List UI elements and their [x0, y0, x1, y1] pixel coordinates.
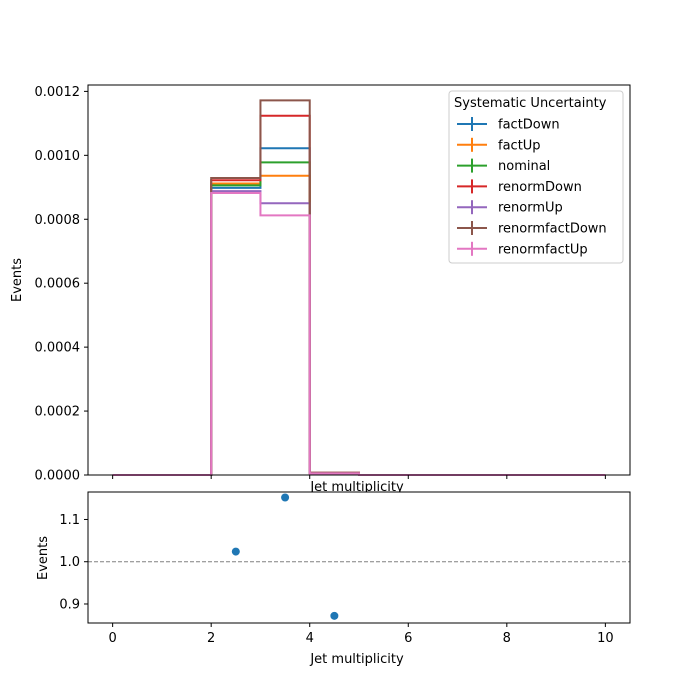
top-panel: 0.0000 0.0002 0.0004 0.0006 0.0008 0.0010 0.00… [10, 84, 631, 495]
legend-entry-factDown: factDown [457, 117, 560, 133]
ratio-point [330, 611, 339, 620]
bottom-y-tick-label: 1.1 [59, 513, 80, 528]
legend-entry-factUp: factUp [457, 137, 541, 153]
top-y-tick-label: 0.0004 [35, 341, 81, 356]
legend-box [448, 90, 624, 264]
legend-entry-renormDown: renormDown [457, 179, 582, 195]
bottom-x-tick-label: 8 [503, 631, 511, 646]
ratio-point [231, 547, 240, 556]
bottom-x-tick-label: 0 [108, 631, 116, 646]
legend-label: factDown [498, 118, 560, 133]
bottom-plot-frame [88, 492, 630, 623]
bottom-panel: 0.9 1.0 1.1 0 2 4 6 8 10 Jet multiplicity Events [36, 491, 631, 667]
bottom-x-tick-label: 10 [597, 631, 614, 646]
legend-entry-nominal: nominal [457, 158, 550, 174]
top-x-axis-label: Jet multiplicity [309, 480, 404, 495]
legend-label: renormfactUp [498, 242, 588, 257]
top-y-tick-label: 0.0006 [35, 277, 81, 292]
legend: Systematic Uncertainty factDown factUp nom… [448, 90, 624, 264]
legend-label: nominal [498, 159, 550, 174]
top-plot-border [87, 84, 631, 476]
top-y-tick-label: 0.0002 [35, 405, 81, 420]
legend-entry-renormfactUp: renormfactUp [457, 241, 588, 257]
legend-label: renormDown [498, 180, 582, 195]
top-y-axis-label: Events [10, 258, 25, 302]
bottom-points-layer [231, 493, 339, 620]
ratio-point [281, 493, 290, 502]
legend-entries: factDown factUp nominal renormDown renormUp r… [457, 117, 607, 257]
bottom-y-axis-label: Events [36, 536, 51, 580]
bottom-y-tick-label: 1.0 [59, 555, 80, 570]
legend-label: renormUp [498, 201, 563, 216]
bottom-x-tick-label: 4 [306, 631, 314, 646]
top-axes-layer: 0.0000 0.0002 0.0004 0.0006 0.0008 0.0010 0.00… [35, 85, 606, 484]
bottom-x-tick-label: 6 [404, 631, 412, 646]
legend-entry-renormfactDown: renormfactDown [457, 221, 607, 237]
bottom-x-axis-label: Jet multiplicity [309, 652, 404, 667]
bottom-axes-layer: 0.9 1.0 1.1 0 2 4 6 8 10 [59, 513, 613, 646]
top-y-tick-label: 0.0000 [35, 469, 81, 484]
top-y-tick-label: 0.0008 [35, 213, 81, 228]
legend-entry-renormUp: renormUp [457, 200, 563, 216]
bottom-plot-border [87, 491, 631, 624]
top-y-tick-label: 0.0012 [35, 85, 81, 100]
legend-title: Systematic Uncertainty [454, 96, 607, 111]
legend-label: renormfactDown [498, 222, 607, 237]
legend-label: factUp [498, 138, 541, 153]
top-y-tick-label: 0.0010 [35, 149, 81, 164]
bottom-y-tick-label: 0.9 [59, 597, 80, 612]
bottom-x-tick-label: 2 [207, 631, 215, 646]
